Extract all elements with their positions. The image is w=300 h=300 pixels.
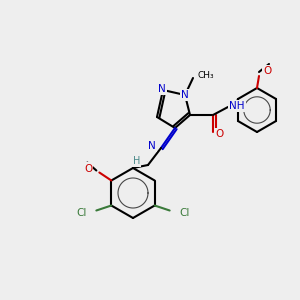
Text: O: O	[215, 129, 223, 139]
Text: H: H	[133, 156, 140, 166]
Text: CH₃: CH₃	[198, 70, 214, 80]
Text: N: N	[181, 90, 189, 100]
Text: Cl: Cl	[76, 208, 86, 218]
Text: O: O	[84, 164, 92, 173]
Text: NH: NH	[229, 101, 244, 111]
Text: N: N	[148, 141, 156, 151]
Text: Cl: Cl	[180, 208, 190, 218]
Text: N: N	[158, 84, 166, 94]
Text: O: O	[263, 66, 271, 76]
